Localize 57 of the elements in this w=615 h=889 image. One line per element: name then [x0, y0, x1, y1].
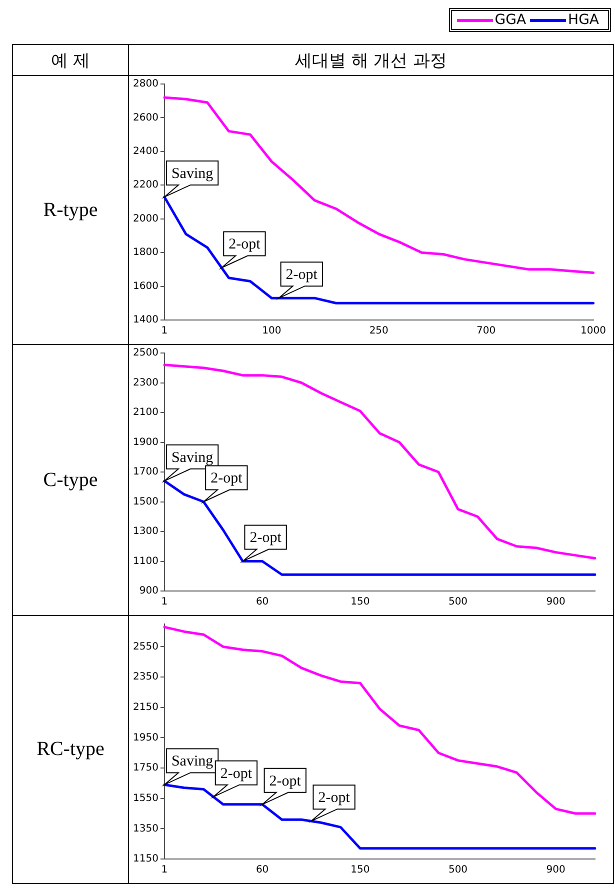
- annotation: 2-opt: [220, 766, 253, 782]
- y-tick-label: 1100: [132, 556, 158, 567]
- x-tick-label: 700: [476, 326, 496, 337]
- y-tick-label: 1400: [132, 314, 158, 326]
- y-tick-label: 1500: [132, 496, 158, 508]
- y-tick-label: 1700: [132, 466, 158, 478]
- x-tick-label: 500: [448, 864, 468, 876]
- y-tick-label: 2200: [132, 180, 158, 191]
- y-tick-label: 2150: [132, 702, 158, 713]
- text: 예 제: [12, 44, 128, 76]
- y-tick-label: 2350: [132, 672, 158, 683]
- annotation: 2-opt: [210, 470, 244, 487]
- annotation: 2-opt: [286, 267, 318, 284]
- y-tick-label: 1750: [132, 762, 158, 774]
- x-tick-label: 60: [256, 864, 269, 876]
- x-tick-label: 150: [350, 864, 370, 876]
- y-tick-label: 2400: [132, 146, 158, 158]
- legend-label: HGA: [568, 12, 599, 28]
- annotation: 2-opt: [318, 790, 351, 806]
- x-tick-label: 1: [161, 596, 168, 608]
- y-tick-label: 1150: [132, 854, 158, 865]
- x-tick-label: 500: [448, 596, 468, 608]
- annotation: 2-opt: [269, 773, 302, 790]
- x-tick-label: 1: [161, 326, 168, 337]
- text: RC-type: [12, 616, 128, 884]
- text: 세대별 해 개선 과정: [128, 44, 614, 76]
- text: R-type: [12, 76, 128, 344]
- annotation: Saving: [171, 166, 214, 182]
- y-tick-label: 2000: [132, 213, 158, 224]
- y-tick-label: 2100: [132, 407, 158, 418]
- text: C-type: [12, 344, 128, 616]
- y-tick-label: 2600: [132, 112, 158, 124]
- y-tick-label: 2300: [132, 377, 158, 388]
- y-tick-label: 1900: [132, 436, 158, 448]
- y-tick-label: 1800: [132, 247, 158, 258]
- x-tick-label: 900: [546, 596, 566, 608]
- legend-label: GGA: [494, 12, 526, 28]
- x-tick-label: 1000: [580, 326, 606, 337]
- x-tick-label: 60: [256, 596, 269, 608]
- y-tick-label: 1950: [132, 732, 158, 744]
- y-tick-label: 2550: [132, 641, 158, 652]
- x-tick-label: 100: [262, 326, 282, 337]
- x-tick-label: 900: [546, 864, 566, 876]
- annotation: 2-opt: [228, 236, 262, 253]
- y-tick-label: 2800: [132, 78, 158, 90]
- y-tick-label: 1550: [132, 792, 158, 804]
- y-tick-label: 1300: [132, 526, 158, 538]
- x-tick-label: 1: [161, 864, 168, 876]
- y-tick-label: 2500: [132, 348, 158, 359]
- y-tick-label: 1600: [132, 280, 158, 292]
- y-tick-label: 1350: [132, 823, 158, 834]
- x-tick-label: 250: [369, 326, 388, 337]
- annotation: Saving: [171, 450, 214, 466]
- annotation: 2-opt: [250, 530, 282, 546]
- y-tick-label: 900: [139, 586, 158, 597]
- annotation: Saving: [171, 754, 214, 770]
- x-tick-label: 150: [350, 596, 370, 608]
